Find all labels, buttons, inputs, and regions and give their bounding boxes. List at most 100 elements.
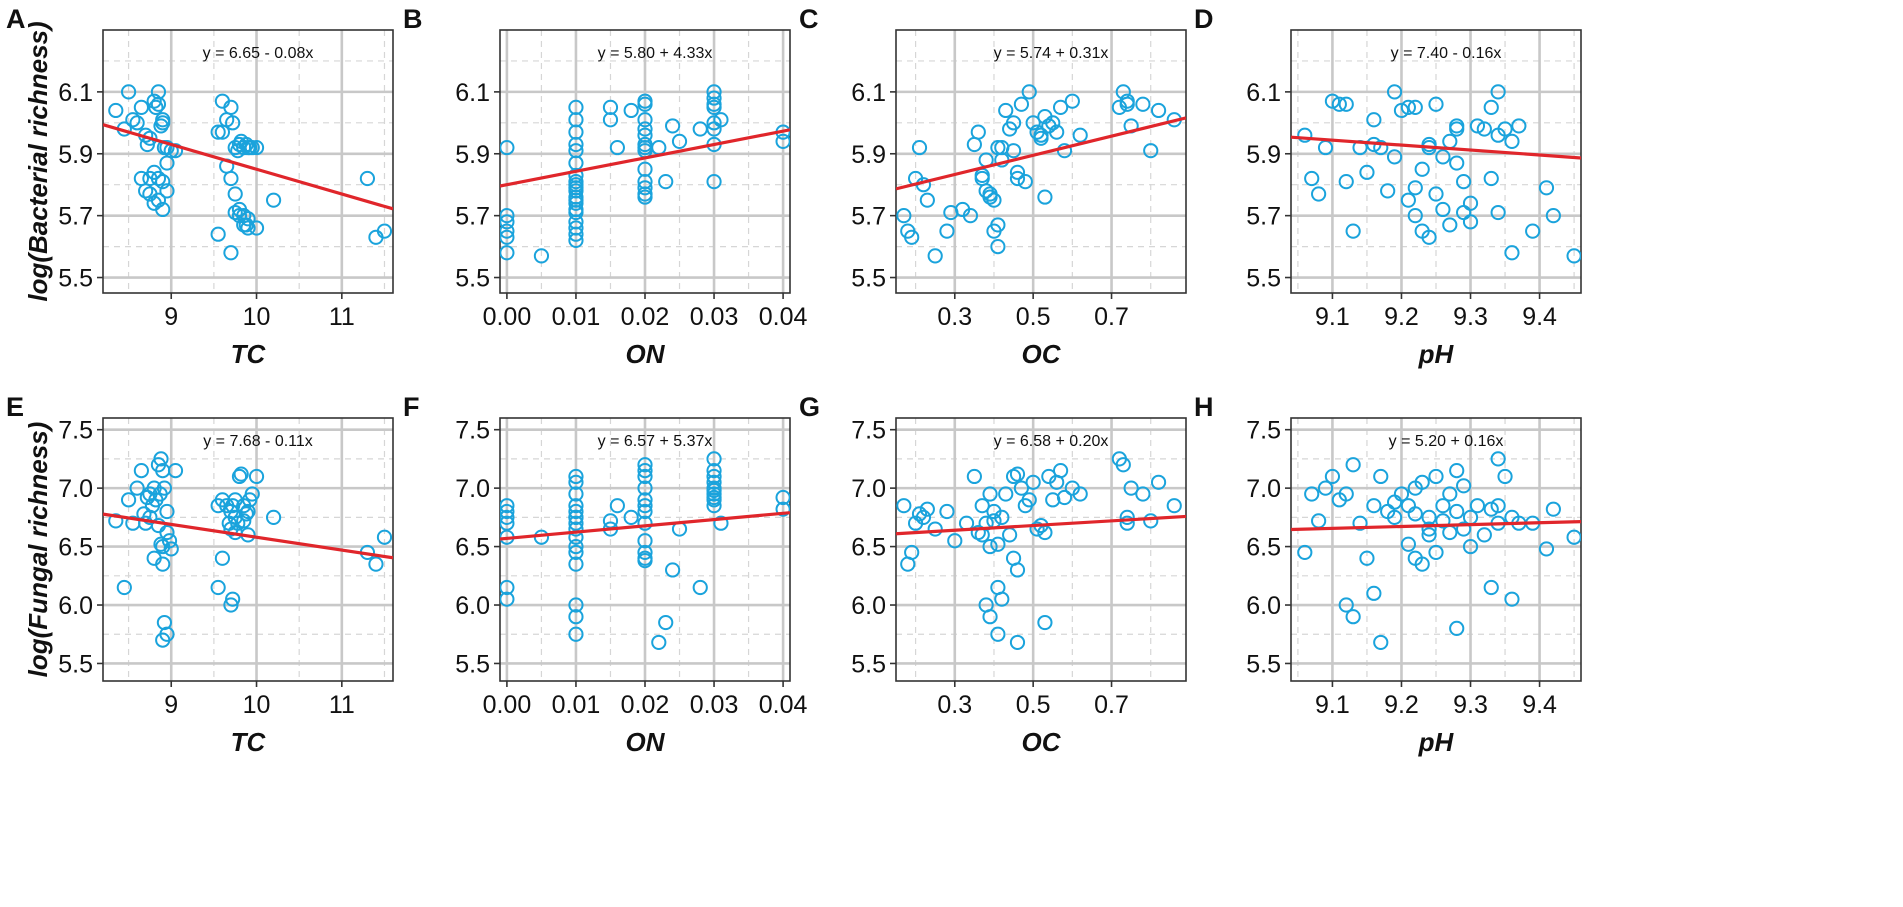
data-point [1428, 186, 1444, 202]
data-point [1497, 468, 1513, 485]
data-point [568, 597, 584, 613]
data-point [1456, 174, 1472, 190]
data-point [223, 597, 239, 613]
data-point [1373, 634, 1389, 651]
regression-equation: y = 7.68 - 0.11x [203, 433, 313, 450]
data-point [155, 632, 171, 648]
data-point [1442, 133, 1458, 149]
data-point [713, 515, 729, 531]
data-point [1359, 550, 1375, 566]
data-point [1317, 480, 1334, 496]
data-point [1119, 93, 1135, 109]
x-axis-label: pH [1418, 727, 1455, 757]
data-point [500, 214, 515, 230]
x-tick-label: 0.02 [621, 303, 670, 331]
data-point [146, 93, 162, 109]
panel-letter: A [6, 4, 26, 34]
data-point [1393, 102, 1410, 119]
panel-H: y = 5.20 + 0.16x 9.1 9.2 9.3 9.4 5.5 6.0 6.5 7.0… [1194, 392, 1582, 757]
data-point [1021, 492, 1037, 508]
data-point [1490, 498, 1506, 514]
x-axis-label: TC [231, 339, 267, 369]
data-point [1045, 115, 1061, 131]
x-tick-label: 9.1 [1315, 691, 1350, 719]
data-point [1449, 463, 1465, 479]
y-tick-label: 6.0 [58, 592, 93, 620]
data-point [1373, 468, 1389, 485]
data-point [1476, 527, 1492, 543]
data-point [129, 115, 145, 131]
data-point [706, 498, 722, 514]
data-point [775, 489, 790, 506]
data-point [1304, 170, 1320, 187]
data-point [500, 223, 515, 239]
y-tick-label: 6.5 [851, 534, 886, 562]
data-points [500, 84, 790, 264]
data-point [637, 553, 653, 569]
data-point [1052, 99, 1069, 115]
data-point [1407, 506, 1423, 522]
data-point [1469, 118, 1486, 134]
y-tick-label: 5.7 [1246, 203, 1281, 231]
data-point [167, 463, 184, 479]
data-point [359, 170, 376, 187]
data-point [225, 115, 241, 131]
x-axis-label: ON [626, 727, 666, 757]
y-tick-label: 5.7 [58, 203, 93, 231]
data-point [1297, 127, 1313, 143]
data-point [982, 486, 998, 502]
x-tick-label: 0.02 [621, 691, 670, 719]
data-point [609, 139, 625, 156]
panel-letter: C [799, 4, 819, 34]
data-point [1428, 96, 1444, 112]
data-point [939, 503, 955, 520]
y-tick-label: 7.0 [455, 475, 490, 503]
data-point [240, 220, 256, 236]
data-point [665, 118, 681, 134]
data-point [568, 544, 584, 561]
data-point [1338, 174, 1354, 190]
data-point [1380, 183, 1396, 199]
data-point [1338, 597, 1354, 613]
regression-line [896, 514, 1186, 536]
data-point [994, 591, 1010, 607]
data-point [1456, 204, 1472, 221]
data-point [919, 192, 935, 208]
regression-line [500, 511, 790, 541]
regression-line [103, 512, 393, 560]
data-point [998, 486, 1014, 502]
data-point [904, 229, 920, 245]
data-point [982, 189, 998, 205]
data-point [706, 90, 722, 106]
data-point [1449, 118, 1465, 134]
x-tick-label: 10 [243, 303, 271, 331]
data-point [1421, 509, 1437, 525]
x-axis-label: TC [231, 727, 267, 757]
regression-line [500, 128, 790, 188]
data-point [1421, 229, 1437, 245]
data-point [1386, 509, 1403, 525]
regression-line [1291, 520, 1581, 532]
data-point [990, 217, 1006, 233]
data-point [1150, 102, 1167, 119]
data-point [159, 139, 175, 156]
data-point [1143, 143, 1159, 159]
data-point [658, 174, 674, 190]
data-point [568, 498, 584, 514]
y-tick-label: 6.5 [1246, 534, 1281, 562]
data-point [775, 133, 790, 149]
x-tick-label: 9.4 [1522, 691, 1557, 719]
y-tick-label: 5.5 [1246, 265, 1281, 293]
data-point [368, 556, 384, 572]
data-point [116, 579, 132, 596]
data-point [706, 474, 722, 490]
data-points [108, 84, 393, 261]
data-point [568, 136, 584, 153]
regression-equation: y = 6.57 + 5.37x [598, 433, 713, 450]
y-tick-label: 5.9 [851, 141, 886, 169]
x-tick-label: 0.01 [552, 303, 601, 331]
regression-line [103, 123, 393, 211]
x-tick-label: 9.2 [1384, 691, 1419, 719]
data-point [1366, 112, 1382, 128]
regression-equation: y = 7.40 - 0.16x [1391, 45, 1502, 62]
